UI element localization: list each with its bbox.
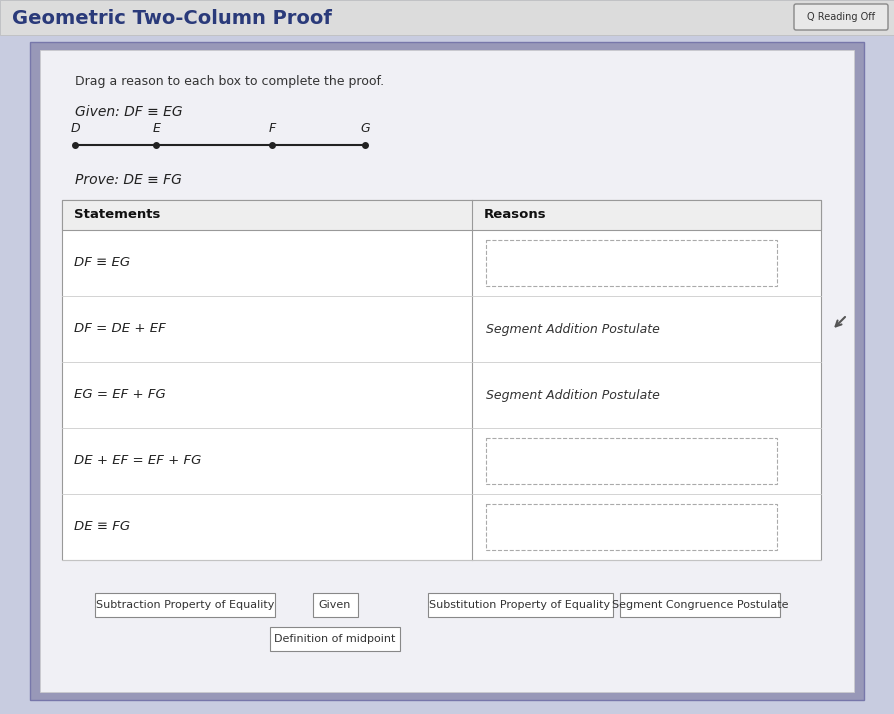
Text: Segment Addition Postulate: Segment Addition Postulate: [485, 323, 660, 336]
Text: Segment Addition Postulate: Segment Addition Postulate: [485, 388, 660, 401]
Bar: [485, 240, 777, 286]
Text: Statements: Statements: [74, 208, 160, 221]
Text: Definition of midpoint: Definition of midpoint: [274, 634, 396, 644]
Text: DF = DE + EF: DF = DE + EF: [74, 323, 165, 336]
Bar: [62, 200, 821, 560]
Text: Segment Congruence Postulate: Segment Congruence Postulate: [611, 600, 789, 610]
Bar: [0, 0, 894, 35]
Text: Drag a reason to each box to complete the proof.: Drag a reason to each box to complete th…: [75, 76, 384, 89]
Text: Geometric Two-Column Proof: Geometric Two-Column Proof: [12, 9, 332, 28]
Text: Given: Given: [319, 600, 351, 610]
Text: DE ≡ FG: DE ≡ FG: [74, 521, 131, 533]
FancyBboxPatch shape: [794, 4, 888, 30]
Bar: [485, 438, 777, 484]
FancyBboxPatch shape: [95, 593, 275, 617]
Text: Prove: DE ≡ FG: Prove: DE ≡ FG: [75, 173, 181, 187]
Text: DF ≡ EG: DF ≡ EG: [74, 256, 131, 269]
Text: D: D: [71, 122, 80, 135]
FancyBboxPatch shape: [620, 593, 780, 617]
Text: G: G: [360, 122, 370, 135]
Text: Given: DF ≡ EG: Given: DF ≡ EG: [75, 105, 182, 119]
Text: DE + EF = EF + FG: DE + EF = EF + FG: [74, 455, 201, 468]
Text: Subtraction Property of Equality: Subtraction Property of Equality: [96, 600, 274, 610]
Text: E: E: [152, 122, 160, 135]
Text: F: F: [268, 122, 276, 135]
FancyBboxPatch shape: [270, 627, 400, 651]
Bar: [62, 200, 821, 230]
FancyBboxPatch shape: [427, 593, 612, 617]
Bar: [40, 50, 854, 692]
Text: Q Reading Off: Q Reading Off: [807, 12, 875, 22]
Text: Substitution Property of Equality: Substitution Property of Equality: [429, 600, 611, 610]
Bar: [485, 504, 777, 550]
Text: EG = EF + FG: EG = EF + FG: [74, 388, 165, 401]
Text: Reasons: Reasons: [484, 208, 546, 221]
FancyBboxPatch shape: [313, 593, 358, 617]
